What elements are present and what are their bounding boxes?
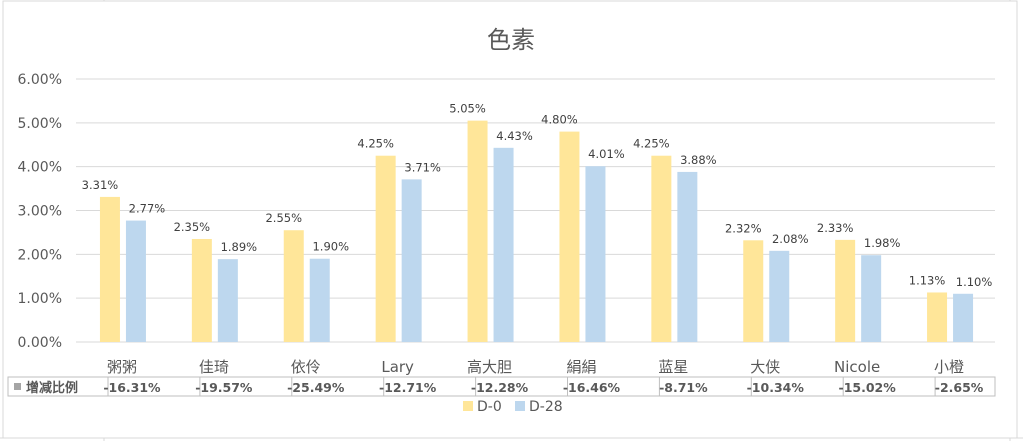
- data-label: 3.31%: [82, 178, 119, 192]
- bar-d-28: [953, 293, 974, 342]
- bar-d-28: [769, 250, 790, 342]
- y-tick-label: 5.00%: [18, 116, 62, 132]
- bar-d-0: [651, 155, 672, 342]
- y-tick-label: 4.00%: [18, 160, 62, 176]
- bar-d-28: [861, 255, 882, 342]
- data-label: 1.89%: [221, 240, 258, 254]
- table-key-icon: [14, 383, 21, 390]
- x-tick-label: 依伶: [291, 358, 321, 376]
- data-label: 1.10%: [956, 275, 993, 289]
- x-tick-label: Nicole: [834, 358, 880, 376]
- data-label: 4.80%: [541, 113, 578, 127]
- bar-d-28: [585, 166, 606, 342]
- data-label: 2.08%: [772, 232, 809, 246]
- legend-swatch-d-28: [515, 401, 525, 411]
- data-label: 2.33%: [817, 221, 854, 235]
- data-table-frame: [7, 376, 996, 397]
- data-table-cell: -16.46%: [563, 380, 621, 395]
- bar-d-28: [401, 179, 422, 342]
- bar-d-28: [125, 220, 146, 342]
- data-table-row-label: 增减比例: [26, 380, 78, 396]
- data-table-cell: -8.71%: [659, 380, 708, 395]
- data-label: 4.43%: [496, 129, 533, 143]
- data-label: 4.25%: [633, 137, 670, 151]
- data-table-cell: -16.31%: [103, 380, 161, 395]
- legend-label: D-28: [529, 399, 563, 415]
- x-tick-label: 絹絹: [566, 358, 596, 376]
- legend-label: D-0: [477, 399, 502, 415]
- bar-d-0: [559, 131, 580, 342]
- data-label: 4.25%: [357, 137, 394, 151]
- data-table-cell: -10.34%: [747, 380, 805, 395]
- x-tick-label: 粥粥: [107, 358, 137, 376]
- data-table-cell: -25.49%: [287, 380, 345, 395]
- x-tick-label: 佳琦: [199, 358, 229, 376]
- bar-d-0: [191, 238, 212, 342]
- data-label: 3.88%: [680, 153, 717, 167]
- data-table-cell: -19.57%: [195, 380, 253, 395]
- data-label: 2.77%: [129, 202, 166, 216]
- data-label: 2.32%: [725, 221, 762, 235]
- data-labels: 3.31% 2.35% 2.55% 4.25% 5.05% 4.80% 4.25% 2.32%…: [82, 102, 993, 289]
- bar-d-28: [309, 258, 330, 342]
- y-tick-label: 3.00%: [18, 204, 62, 220]
- data-label: 1.13%: [909, 273, 946, 287]
- y-tick-label: 2.00%: [18, 247, 62, 263]
- bar-d-28: [677, 171, 698, 342]
- y-tick-label: 1.00%: [18, 291, 62, 307]
- bar-d-0: [283, 230, 304, 342]
- data-table-cell: -2.65%: [935, 380, 984, 395]
- bar-d-0: [99, 196, 120, 342]
- x-tick-label: Lary: [381, 358, 414, 376]
- bar-d-0: [835, 239, 856, 342]
- x-axis-labels: 粥粥 佳琦 依伶 Lary 高大胆 絹絹 蓝星 大侠 Nicole 小橙: [107, 358, 964, 376]
- x-tick-label: 大侠: [750, 358, 780, 376]
- bars: [99, 120, 974, 343]
- y-axis-labels: 0.00% 1.00% 2.00% 3.00% 4.00% 5.00% 6.00%: [18, 72, 62, 351]
- x-tick-label: 蓝星: [658, 358, 688, 376]
- bar-d-28: [217, 259, 238, 342]
- data-label: 5.05%: [449, 102, 486, 116]
- data-table-cell: -12.71%: [379, 380, 437, 395]
- bar-d-0: [743, 240, 764, 342]
- data-label: 1.98%: [864, 236, 901, 250]
- data-label: 3.71%: [404, 160, 441, 174]
- bar-d-0: [375, 155, 396, 342]
- legend-swatch-d-0: [463, 401, 473, 411]
- bar-d-28: [493, 147, 514, 342]
- legend: D-0 D-28: [463, 399, 563, 415]
- bar-d-0: [927, 292, 948, 342]
- x-tick-label: 高大胆: [467, 358, 512, 376]
- data-label: 1.90%: [312, 240, 349, 254]
- data-label: 2.55%: [265, 211, 302, 225]
- data-table-cell: -12.28%: [471, 380, 529, 395]
- y-tick-label: 0.00%: [18, 335, 62, 351]
- data-label: 2.35%: [174, 220, 211, 234]
- x-tick-label: 小橙: [934, 358, 964, 376]
- y-tick-label: 6.00%: [18, 72, 62, 88]
- chart-title: 色素: [487, 26, 535, 54]
- data-table: 增减比例 -16.31% -19.57% -25.49% -12.71% -12.28% -…: [7, 376, 996, 397]
- bar-d-0: [467, 120, 488, 343]
- data-label: 4.01%: [588, 147, 625, 161]
- data-table-cell: -15.02%: [839, 380, 897, 395]
